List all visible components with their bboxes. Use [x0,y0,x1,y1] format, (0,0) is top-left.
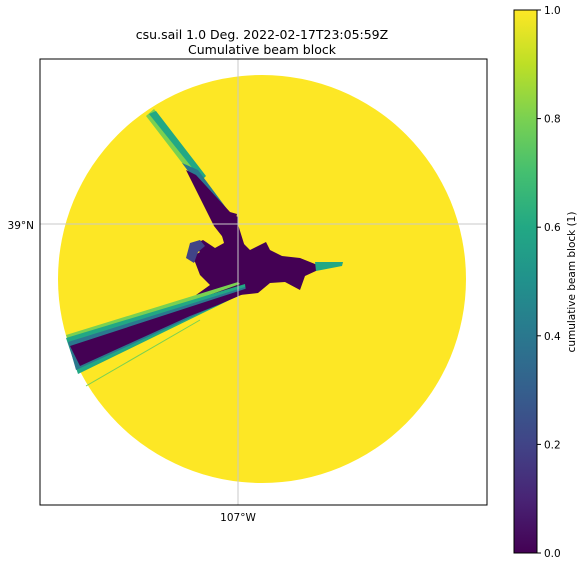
colorbar-label: cumulative beam block (1) [566,212,578,353]
colorbar-tick-label: 0.2 [544,439,561,451]
blocked-sector-northwest-edge [149,111,206,180]
chart-subtitle: Cumulative beam block [188,42,337,57]
colorbar-tick-label: 0.8 [544,114,561,126]
colorbar-gradient [513,9,538,554]
blocked-core-fringe [186,240,205,263]
blocked-sector-wsw-thin-ray [85,319,201,387]
colorbar: 0.0 0.2 0.4 0.6 0.8 1.0 cumulative beam block… [513,5,578,560]
chart-title: csu.sail 1.0 Deg. 2022-02-17T23:05:59Z [136,27,388,42]
longitude-label: 107°W [220,512,256,524]
colorbar-tick-label: 0.6 [544,222,561,234]
map-frame [39,58,488,506]
colorbar-tick-label: 0.4 [544,331,561,343]
colorbar-tick-label: 1.0 [544,5,561,17]
blocked-east-tip [315,262,343,271]
map-plot-area [40,59,487,505]
blocked-sector-wsw [70,288,248,366]
latitude-label: 39°N [8,220,34,232]
colorbar-tick-label: 0.0 [544,548,561,560]
blocked-core [190,215,343,300]
colorbar-ticks: 0.0 0.2 0.4 0.6 0.8 1.0 [537,5,561,560]
